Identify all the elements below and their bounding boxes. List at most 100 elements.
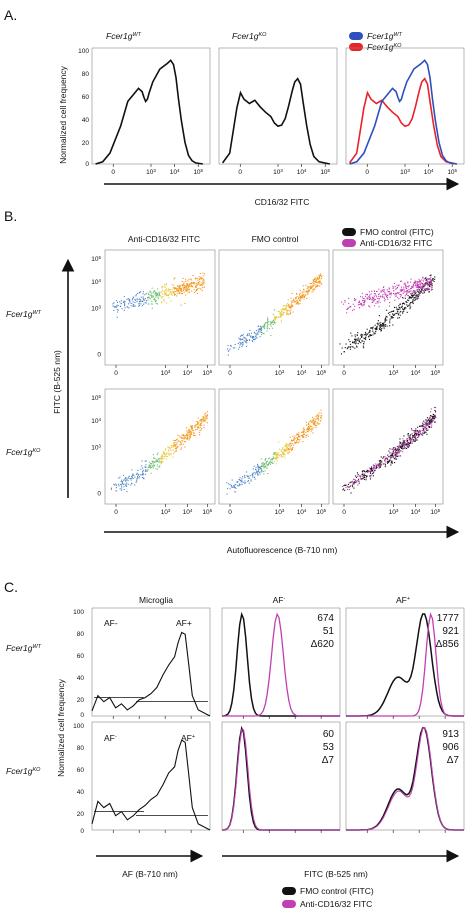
scatter-point — [402, 311, 404, 313]
scatter-point — [404, 439, 406, 441]
scatter-point — [161, 302, 163, 304]
scatter-point — [163, 450, 165, 452]
scatter-point — [313, 424, 315, 426]
scatter-point — [284, 449, 286, 451]
scatter-point — [282, 312, 284, 314]
scatter-point — [140, 299, 142, 301]
scatter-plot — [104, 249, 216, 366]
scatter-point — [360, 333, 362, 335]
scatter-point — [186, 288, 188, 290]
scatter-point — [425, 280, 427, 282]
scatter-point — [425, 281, 427, 283]
series-line-anti — [346, 612, 464, 717]
scatter-point — [409, 439, 411, 441]
scatter-point — [151, 296, 153, 298]
scatter-point — [369, 330, 371, 332]
scatter-point — [245, 340, 247, 342]
scatter-point — [382, 296, 384, 298]
scatter-point — [425, 426, 427, 428]
scatter-point — [429, 280, 431, 282]
scatter-point — [238, 485, 240, 487]
scatter-point — [369, 471, 371, 473]
mfi-anti: 1777 — [437, 613, 460, 624]
scatter-point — [370, 476, 372, 478]
scatter-point — [398, 317, 400, 319]
scatter-point — [204, 413, 206, 415]
scatter-point — [417, 286, 419, 288]
scatter-point — [299, 302, 301, 304]
scatter-point — [201, 277, 203, 279]
scatter-point — [132, 301, 134, 303]
scatter-point — [428, 278, 430, 280]
scatter-point — [170, 453, 172, 455]
scatter-point — [162, 296, 164, 298]
scatter-point — [150, 462, 152, 464]
scatter-point — [407, 445, 409, 447]
scatter-point — [377, 324, 379, 326]
scatter-point — [246, 339, 248, 341]
scatter-point — [174, 448, 176, 450]
scatter-point — [140, 300, 142, 302]
scatter-point — [414, 285, 416, 287]
scatter-point — [321, 415, 323, 417]
scatter-point — [380, 329, 382, 331]
scatter-point — [263, 464, 265, 466]
scatter-point — [416, 289, 418, 291]
scatter-point — [435, 410, 437, 412]
scatter-point — [167, 446, 169, 448]
scatter-point — [122, 474, 124, 476]
scatter-point — [434, 411, 436, 413]
scatter-point — [426, 287, 428, 289]
scatter-point — [302, 296, 304, 298]
scatter-point — [151, 303, 153, 305]
scatter-point — [416, 433, 418, 435]
scatter-point — [384, 319, 386, 321]
scatter-point — [136, 480, 138, 482]
scatter-point — [291, 448, 293, 450]
scatter-point — [372, 471, 374, 473]
scatter-point — [355, 480, 357, 482]
scatter-point — [318, 274, 320, 276]
scatter-point — [154, 464, 156, 466]
scatter-point — [136, 478, 138, 480]
scatter-point — [380, 464, 382, 466]
scatter-point — [414, 433, 416, 435]
scatter-point — [158, 293, 160, 295]
scatter-point — [347, 308, 349, 310]
scatter-point — [319, 285, 321, 287]
scatter-point — [373, 466, 375, 468]
scatter-point — [419, 283, 421, 285]
scatter-point — [413, 435, 415, 437]
scatter-point — [132, 305, 134, 307]
scatter-point — [303, 431, 305, 433]
scatter-point — [154, 300, 156, 302]
scatter-point — [163, 456, 165, 458]
scatter-point — [361, 302, 363, 304]
scatter-point — [354, 339, 356, 341]
scatter-point — [392, 293, 394, 295]
scatter-point — [348, 303, 350, 305]
col-title-anti: Anti-CD16/32 FITC — [128, 234, 200, 244]
scatter-point — [262, 325, 264, 327]
scatter-point — [370, 297, 372, 299]
scatter-point — [165, 448, 167, 450]
scatter-point — [179, 444, 181, 446]
scatter-point — [396, 308, 398, 310]
ytick-c: 60 — [77, 653, 85, 660]
gate-label-ko-neg: AF- — [104, 733, 117, 743]
scatter-point — [386, 325, 388, 327]
scatter-point — [418, 295, 420, 297]
scatter-point — [244, 477, 246, 479]
scatter-point — [228, 483, 230, 485]
scatter-point — [425, 279, 427, 281]
scatter-point — [404, 442, 406, 444]
scatter-point — [268, 457, 270, 459]
scatter-point — [428, 420, 430, 422]
scatter-point — [307, 293, 309, 295]
scatter-point — [263, 325, 265, 327]
scatter-point — [228, 350, 230, 352]
scatter-point — [429, 419, 431, 421]
scatter-point — [391, 460, 393, 462]
scatter-point — [430, 289, 432, 291]
scatter-point — [349, 485, 351, 487]
